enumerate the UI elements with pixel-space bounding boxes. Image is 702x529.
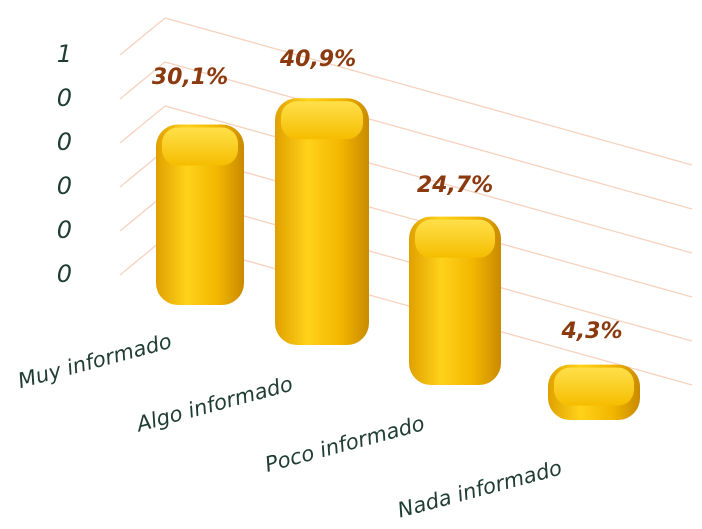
y-tick-label: 1 (57, 40, 72, 68)
grid-line (119, 105, 693, 254)
bar (548, 364, 640, 420)
bar (409, 216, 501, 385)
y-tick-label: 0 (57, 172, 72, 200)
value-label: 24,7% (417, 173, 493, 198)
x-tick-label: Nada informado (395, 456, 564, 523)
y-tick-label: 0 (57, 84, 72, 112)
value-label: 40,9% (279, 47, 356, 72)
y-tick-label: 0 (57, 260, 72, 288)
bar (275, 98, 369, 345)
x-tick-label: Poco informado (262, 411, 427, 477)
grid-line (119, 61, 693, 210)
x-tick-label: Algo informado (132, 372, 295, 437)
y-tick-label: 0 (57, 128, 72, 156)
y-tick-label: 0 (57, 216, 72, 244)
bar (156, 124, 244, 305)
grid-line (119, 17, 693, 166)
value-label: 4,3% (560, 319, 622, 344)
value-label: 30,1% (152, 65, 228, 90)
x-tick-label: Muy informado (15, 329, 174, 393)
